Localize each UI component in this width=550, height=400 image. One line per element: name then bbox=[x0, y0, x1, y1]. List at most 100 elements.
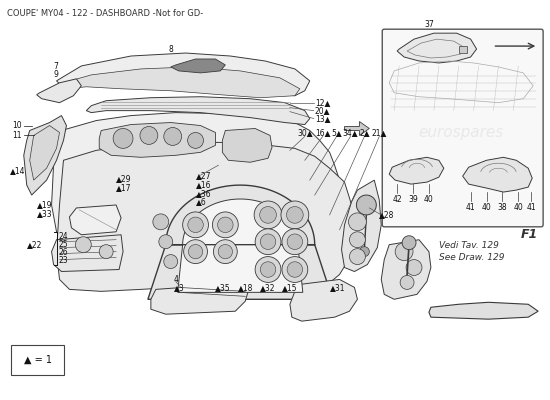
Circle shape bbox=[255, 257, 281, 282]
Text: ▲35: ▲35 bbox=[216, 283, 231, 292]
Circle shape bbox=[184, 240, 207, 264]
Polygon shape bbox=[57, 142, 358, 291]
Text: 26: 26 bbox=[58, 248, 68, 257]
Text: ▲15: ▲15 bbox=[282, 283, 298, 292]
Text: 2▲: 2▲ bbox=[359, 128, 370, 137]
Circle shape bbox=[260, 206, 277, 223]
Circle shape bbox=[254, 201, 282, 229]
Circle shape bbox=[218, 244, 233, 259]
Polygon shape bbox=[30, 126, 59, 180]
Text: 23: 23 bbox=[58, 256, 68, 265]
Polygon shape bbox=[389, 157, 444, 184]
Circle shape bbox=[287, 206, 303, 223]
Text: 10: 10 bbox=[12, 121, 21, 130]
Circle shape bbox=[402, 236, 416, 250]
Polygon shape bbox=[463, 157, 532, 192]
Circle shape bbox=[188, 217, 204, 232]
Text: eurospares: eurospares bbox=[418, 125, 503, 140]
Text: COUPE' MY04 - 122 - DASHBOARD -Not for GD-: COUPE' MY04 - 122 - DASHBOARD -Not for G… bbox=[7, 9, 203, 18]
Text: 11: 11 bbox=[12, 131, 21, 140]
Circle shape bbox=[218, 217, 233, 232]
Polygon shape bbox=[52, 113, 348, 245]
Text: ▲19: ▲19 bbox=[37, 200, 52, 210]
Polygon shape bbox=[344, 122, 370, 136]
Text: 40: 40 bbox=[482, 203, 491, 212]
Polygon shape bbox=[57, 53, 310, 96]
Polygon shape bbox=[24, 116, 67, 195]
Text: 13▲: 13▲ bbox=[315, 114, 330, 123]
Text: 12▲: 12▲ bbox=[315, 98, 330, 107]
Circle shape bbox=[356, 195, 376, 215]
Circle shape bbox=[212, 212, 238, 238]
Circle shape bbox=[213, 240, 237, 264]
Polygon shape bbox=[381, 240, 431, 299]
Text: Vedi Tav. 129
See Draw. 129: Vedi Tav. 129 See Draw. 129 bbox=[439, 241, 504, 262]
Circle shape bbox=[140, 126, 158, 144]
Text: ▲22: ▲22 bbox=[27, 240, 42, 249]
Polygon shape bbox=[170, 59, 226, 73]
Text: 25: 25 bbox=[58, 240, 68, 249]
Text: 40: 40 bbox=[513, 203, 523, 212]
Polygon shape bbox=[151, 284, 248, 314]
Text: 42: 42 bbox=[392, 195, 402, 204]
Text: 7: 7 bbox=[53, 62, 58, 72]
Polygon shape bbox=[63, 67, 300, 98]
Text: F1: F1 bbox=[521, 228, 538, 241]
Polygon shape bbox=[290, 280, 358, 321]
Polygon shape bbox=[342, 180, 381, 272]
Text: 21▲: 21▲ bbox=[372, 128, 387, 137]
Circle shape bbox=[349, 249, 365, 264]
Circle shape bbox=[260, 262, 276, 277]
Text: ▲28: ▲28 bbox=[379, 210, 395, 219]
Text: 16▲: 16▲ bbox=[315, 128, 331, 137]
Circle shape bbox=[183, 212, 208, 238]
Polygon shape bbox=[37, 79, 81, 103]
Circle shape bbox=[359, 247, 370, 257]
Text: 8: 8 bbox=[169, 44, 173, 54]
Text: ▲18: ▲18 bbox=[238, 283, 254, 292]
Polygon shape bbox=[69, 205, 121, 235]
Text: ▲3: ▲3 bbox=[174, 283, 184, 292]
Circle shape bbox=[406, 260, 422, 276]
Text: 39: 39 bbox=[408, 195, 418, 204]
Text: ▲6: ▲6 bbox=[196, 198, 206, 206]
Text: 20▲: 20▲ bbox=[315, 106, 330, 115]
Text: 34▲: 34▲ bbox=[343, 128, 358, 137]
Text: ▲17: ▲17 bbox=[116, 182, 131, 192]
Polygon shape bbox=[148, 185, 333, 299]
FancyBboxPatch shape bbox=[382, 29, 543, 227]
Text: 4: 4 bbox=[174, 275, 179, 284]
Text: ▲27: ▲27 bbox=[196, 171, 211, 180]
Circle shape bbox=[188, 132, 204, 148]
Text: 24: 24 bbox=[58, 232, 68, 241]
Circle shape bbox=[153, 214, 169, 230]
Text: 5▲: 5▲ bbox=[331, 128, 342, 137]
Text: 41: 41 bbox=[466, 203, 475, 212]
Text: ▲33: ▲33 bbox=[37, 210, 52, 218]
Polygon shape bbox=[429, 302, 538, 319]
Polygon shape bbox=[86, 97, 310, 124]
Text: ▲31: ▲31 bbox=[329, 283, 345, 292]
Polygon shape bbox=[178, 199, 303, 292]
Text: ▲29: ▲29 bbox=[116, 174, 131, 183]
Text: ▲32: ▲32 bbox=[260, 283, 276, 292]
Polygon shape bbox=[397, 33, 477, 63]
Text: 41: 41 bbox=[526, 203, 536, 212]
Text: ▲14: ▲14 bbox=[10, 166, 25, 175]
FancyBboxPatch shape bbox=[11, 345, 64, 375]
Circle shape bbox=[395, 243, 413, 260]
Bar bbox=[459, 46, 466, 53]
Text: ▲36: ▲36 bbox=[196, 188, 211, 198]
Circle shape bbox=[189, 244, 203, 259]
Text: ▲ = 1: ▲ = 1 bbox=[24, 355, 52, 365]
Circle shape bbox=[164, 255, 178, 268]
Text: 38: 38 bbox=[498, 203, 507, 212]
Polygon shape bbox=[52, 235, 123, 272]
Circle shape bbox=[400, 276, 414, 289]
Circle shape bbox=[287, 262, 303, 277]
Circle shape bbox=[282, 257, 308, 282]
Circle shape bbox=[287, 234, 303, 250]
Circle shape bbox=[164, 128, 182, 145]
Text: 40: 40 bbox=[424, 195, 434, 204]
Circle shape bbox=[75, 237, 91, 253]
